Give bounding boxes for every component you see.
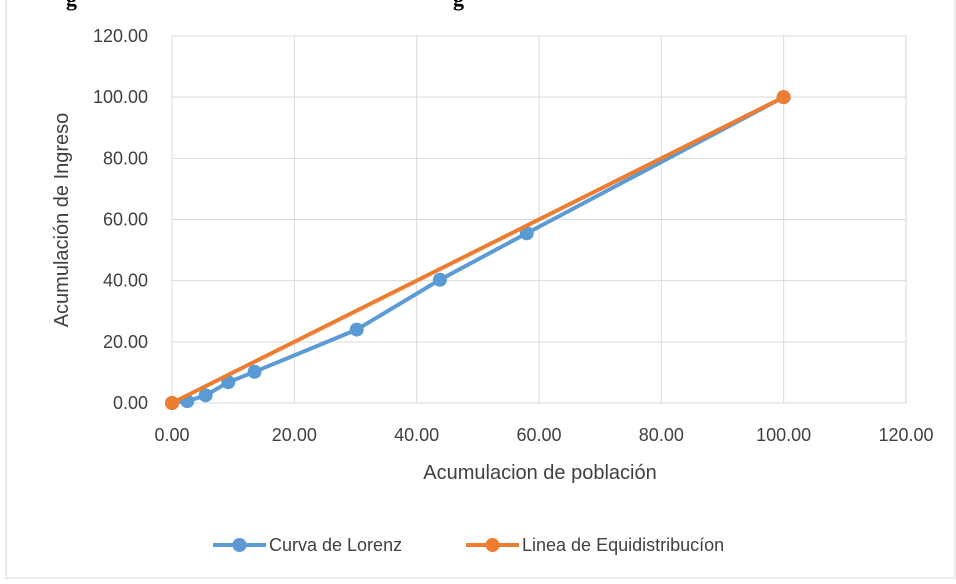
lorenz-point — [432, 272, 447, 287]
legend-item-equidistribution: Linea de Equidistribucíon — [466, 535, 724, 555]
legend-item-lorenz: Curva de Lorenz — [213, 535, 402, 555]
y-tick-label: 40.00 — [103, 271, 148, 291]
clipped-title-fragment-left: g — [66, 0, 77, 11]
series-curva-de-lorenz — [165, 90, 791, 410]
y-tick-label: 120.00 — [93, 26, 148, 46]
lorenz-point — [198, 388, 213, 403]
x-tick-label: 0.00 — [154, 425, 189, 445]
x-tick-label: 80.00 — [639, 425, 684, 445]
lorenz-point — [247, 364, 262, 379]
y-axis-title: Acumulación de Ingreso — [51, 113, 73, 328]
y-tick-label: 100.00 — [93, 87, 148, 107]
y-tick-label: 60.00 — [103, 210, 148, 230]
series — [165, 90, 791, 410]
legend-label: Curva de Lorenz — [269, 535, 402, 555]
lorenz-point — [349, 322, 364, 337]
legend-swatch-marker — [232, 538, 247, 552]
x-axis-title: Acumulacion de población — [423, 462, 657, 484]
y-tick-label: 0.00 — [113, 393, 148, 413]
legend-swatch-marker — [485, 538, 500, 552]
x-tick-label: 40.00 — [394, 425, 439, 445]
legend-label: Linea de Equidistribucíon — [522, 535, 724, 555]
x-axis-ticks: 0.00 20.00 40.00 60.00 80.00 100.00 120.00 — [154, 425, 933, 445]
equidistribution-point — [165, 396, 179, 410]
x-tick-label: 100.00 — [756, 425, 811, 445]
clipped-title-fragment-right: g — [453, 0, 464, 11]
equidistribution-point — [776, 90, 791, 105]
x-tick-label: 120.00 — [878, 425, 933, 445]
equidistribution-line — [170, 95, 786, 405]
series-linea-equidistribucion — [165, 90, 791, 410]
lorenz-point — [519, 226, 534, 241]
y-tick-label: 80.00 — [103, 148, 148, 168]
y-axis-ticks: 0.00 20.00 40.00 60.00 80.00 100.00 120.00 — [93, 26, 148, 413]
y-tick-label: 20.00 — [103, 332, 148, 352]
legend: Curva de Lorenz Linea de Equidistribucíon — [213, 535, 724, 555]
x-tick-label: 20.00 — [272, 425, 317, 445]
x-tick-label: 60.00 — [516, 425, 561, 445]
